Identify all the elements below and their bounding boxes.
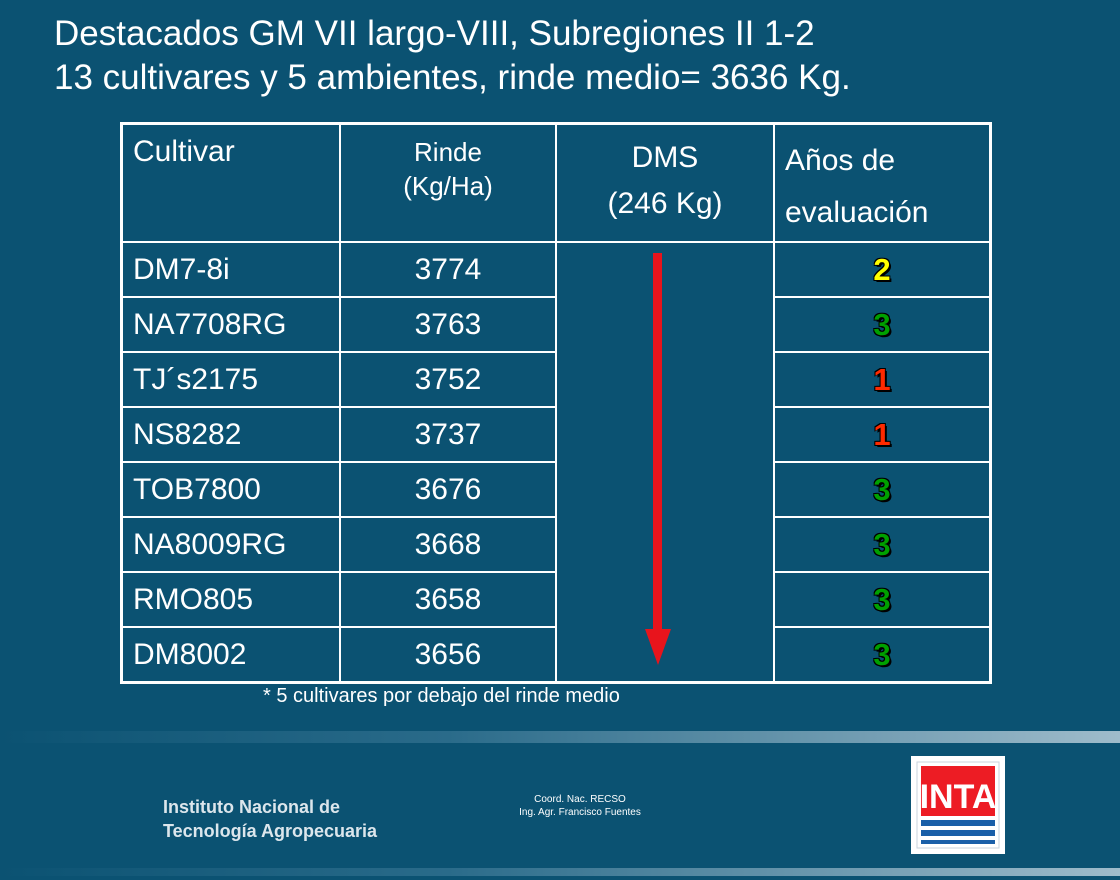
inta-logo: INTA xyxy=(911,756,1005,854)
inta-logo-graphic: INTA xyxy=(916,761,1000,849)
header-anos: Años de evaluación xyxy=(773,122,992,243)
header-dms-line2: (246 Kg) xyxy=(607,187,723,220)
table-row: NS8282 3737 1 xyxy=(120,406,992,463)
cell-cultivar: DM8002 xyxy=(120,626,341,684)
cell-dms-merged xyxy=(555,241,775,684)
institute-name: Instituto Nacional de Tecnología Agropec… xyxy=(163,795,377,843)
header-anos-line1: Años de xyxy=(785,144,896,177)
bottom-band xyxy=(0,868,1120,876)
table-row: DM8002 3656 3 xyxy=(120,626,992,684)
cell-cultivar: TOB7800 xyxy=(120,461,341,518)
cell-rinde: 3668 xyxy=(339,516,557,573)
cell-cultivar: NA7708RG xyxy=(120,296,341,353)
table-row: NA7708RG 3763 3 xyxy=(120,296,992,353)
title-line-2: 13 cultivares y 5 ambientes, rinde medio… xyxy=(54,58,851,97)
title-line-1: Destacados GM VII largo-VIII, Subregione… xyxy=(54,14,815,53)
cell-anos: 1 xyxy=(773,406,992,463)
header-dms: DMS (246 Kg) xyxy=(555,122,775,243)
cell-anos: 1 xyxy=(773,351,992,408)
header-cultivar-label: Cultivar xyxy=(133,135,235,168)
cell-anos: 3 xyxy=(773,626,992,684)
cell-cultivar: RMO805 xyxy=(120,571,341,628)
coord-line-2: Ing. Agr. Francisco Fuentes xyxy=(519,807,641,818)
table-row: DM7-8i 3774 2 xyxy=(120,241,992,684)
coordinator-credit: Coord. Nac. RECSO Ing. Agr. Francisco Fu… xyxy=(480,793,680,819)
header-rinde-line2: (Kg/Ha) xyxy=(403,171,493,201)
cell-anos: 3 xyxy=(773,296,992,353)
cell-rinde: 3658 xyxy=(339,571,557,628)
cell-cultivar: NA8009RG xyxy=(120,516,341,573)
cell-anos: 3 xyxy=(773,571,992,628)
header-dms-line1: DMS xyxy=(631,141,699,174)
cell-rinde: 3752 xyxy=(339,351,557,408)
table-row: RMO805 3658 3 xyxy=(120,571,992,628)
footer-divider-band xyxy=(0,731,1120,743)
inta-logo-text: INTA xyxy=(920,778,997,816)
table-row: TOB7800 3676 3 xyxy=(120,461,992,518)
header-rinde: Rinde (Kg/Ha) xyxy=(339,122,557,243)
cell-rinde: 3737 xyxy=(339,406,557,463)
footnote: * 5 cultivares por debajo del rinde medi… xyxy=(263,685,620,707)
dms-arrow-down-icon xyxy=(643,253,673,665)
table-row: TJ´s2175 3752 1 xyxy=(120,351,992,408)
table-body: DM7-8i 3774 2 NA7708RG 3763 3 TJ´s2175 3752 1 NS8… xyxy=(120,241,992,684)
cell-anos: 3 xyxy=(773,516,992,573)
cell-rinde: 3656 xyxy=(339,626,557,684)
header-cultivar: Cultivar xyxy=(120,122,341,243)
table-header-row: Cultivar Rinde (Kg/Ha) DMS (246 Kg) Años… xyxy=(120,122,992,243)
cell-rinde: 3763 xyxy=(339,296,557,353)
institute-line-1: Instituto Nacional de xyxy=(163,797,341,817)
cultivar-table: Cultivar Rinde (Kg/Ha) DMS (246 Kg) Años… xyxy=(120,122,992,684)
institute-line-2: Tecnología Agropecuaria xyxy=(163,821,378,841)
cell-cultivar: DM7-8i xyxy=(120,241,341,298)
cell-rinde: 3774 xyxy=(339,241,557,298)
cell-rinde: 3676 xyxy=(339,461,557,518)
table-row: NA8009RG 3668 3 xyxy=(120,516,992,573)
cell-cultivar: NS8282 xyxy=(120,406,341,463)
cell-cultivar: TJ´s2175 xyxy=(120,351,341,408)
coord-line-1: Coord. Nac. RECSO xyxy=(534,794,626,805)
cell-anos: 3 xyxy=(773,461,992,518)
cell-anos: 2 xyxy=(773,241,992,298)
slide-title: Destacados GM VII largo-VIII, Subregione… xyxy=(54,12,1104,100)
header-rinde-line1: Rinde xyxy=(414,137,482,167)
header-anos-line2: evaluación xyxy=(785,196,929,229)
